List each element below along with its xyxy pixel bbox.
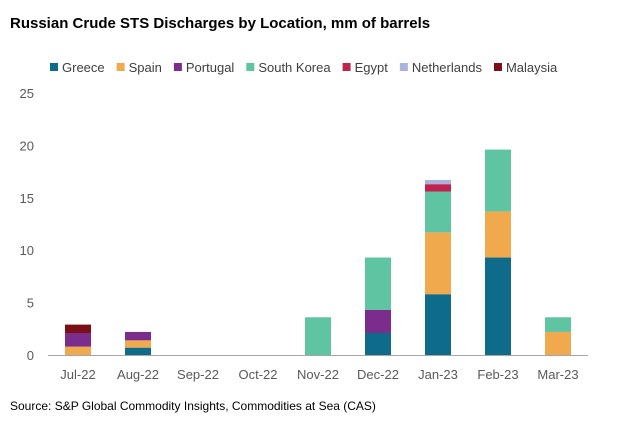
legend-swatch-spain — [116, 63, 125, 71]
x-tick-label: Nov-22 — [297, 367, 339, 382]
source-note: Source: S&P Global Commodity Insights, C… — [10, 399, 376, 413]
bar-south-korea-nov-22 — [305, 317, 331, 355]
y-tick-label: 10 — [20, 243, 34, 258]
x-tick-label: Dec-22 — [357, 367, 399, 382]
legend-label-portugal: Portugal — [186, 60, 235, 75]
x-tick-label: Oct-22 — [238, 367, 277, 382]
bars — [65, 149, 571, 355]
legend-swatch-portugal — [173, 63, 182, 71]
legend-item-greece: Greece — [50, 60, 105, 75]
bar-greece-aug-22 — [125, 347, 151, 355]
bar-spain-jul-22 — [65, 346, 91, 355]
legend-swatch-south-korea — [246, 63, 255, 71]
bar-south-korea-mar-23 — [545, 317, 571, 332]
legend-label-egypt: Egypt — [355, 60, 389, 75]
legend-item-malaysia: Malaysia — [493, 60, 558, 75]
x-tick-label: Aug-22 — [117, 367, 159, 382]
x-tick-label: Mar-23 — [537, 367, 578, 382]
bar-greece-dec-22 — [365, 332, 391, 355]
bar-portugal-jul-22 — [65, 332, 91, 347]
legend-item-south-korea: South Korea — [246, 60, 331, 75]
legend-item-netherlands: Netherlands — [399, 60, 483, 75]
bar-spain-feb-23 — [485, 211, 511, 258]
bar-spain-mar-23 — [545, 331, 571, 355]
y-tick-label: 15 — [20, 191, 34, 206]
bar-greece-jan-23 — [425, 294, 451, 355]
y-tick-label: 25 — [20, 86, 34, 101]
bar-portugal-aug-22 — [125, 331, 151, 341]
bar-egypt-jan-23 — [425, 184, 451, 192]
bar-south-korea-jan-23 — [425, 191, 451, 233]
legend: Greece Spain Portugal South Korea Egypt Nethe… — [50, 60, 558, 75]
x-tick-label: Jul-22 — [60, 367, 95, 382]
x-tick-label: Feb-23 — [477, 367, 518, 382]
bar-south-korea-feb-23 — [485, 149, 511, 212]
legend-swatch-malaysia — [493, 63, 502, 71]
x-tick-label: Jan-23 — [418, 367, 458, 382]
legend-label-spain: Spain — [129, 60, 162, 75]
legend-item-portugal: Portugal — [173, 60, 235, 75]
legend-label-malaysia: Malaysia — [506, 60, 558, 75]
y-tick-label: 5 — [27, 296, 34, 311]
bar-portugal-dec-22 — [365, 309, 391, 333]
legend-item-egypt: Egypt — [342, 60, 389, 75]
x-tick-label: Sep-22 — [177, 367, 219, 382]
bar-netherlands-jan-23 — [425, 179, 451, 185]
bar-south-korea-dec-22 — [365, 257, 391, 310]
y-axis: 0 5 10 15 20 25 — [20, 86, 34, 363]
chart-title: Russian Crude STS Discharges by Location… — [10, 15, 431, 32]
y-tick-label: 20 — [20, 138, 34, 153]
bar-spain-aug-22 — [125, 340, 151, 348]
legend-label-greece: Greece — [62, 60, 105, 75]
legend-label-netherlands: Netherlands — [412, 60, 483, 75]
bar-greece-feb-23 — [485, 257, 511, 355]
bar-spain-jan-23 — [425, 232, 451, 295]
legend-label-south-korea: South Korea — [258, 60, 331, 75]
legend-swatch-egypt — [342, 63, 351, 71]
x-axis: Jul-22 Aug-22 Sep-22 Oct-22 Nov-22 Dec-22 Jan-… — [60, 367, 578, 382]
legend-swatch-netherlands — [399, 63, 408, 71]
y-tick-label: 0 — [27, 348, 34, 363]
legend-swatch-greece — [50, 63, 58, 71]
legend-item-spain: Spain — [116, 60, 162, 75]
bar-malaysia-jul-22 — [65, 324, 91, 333]
